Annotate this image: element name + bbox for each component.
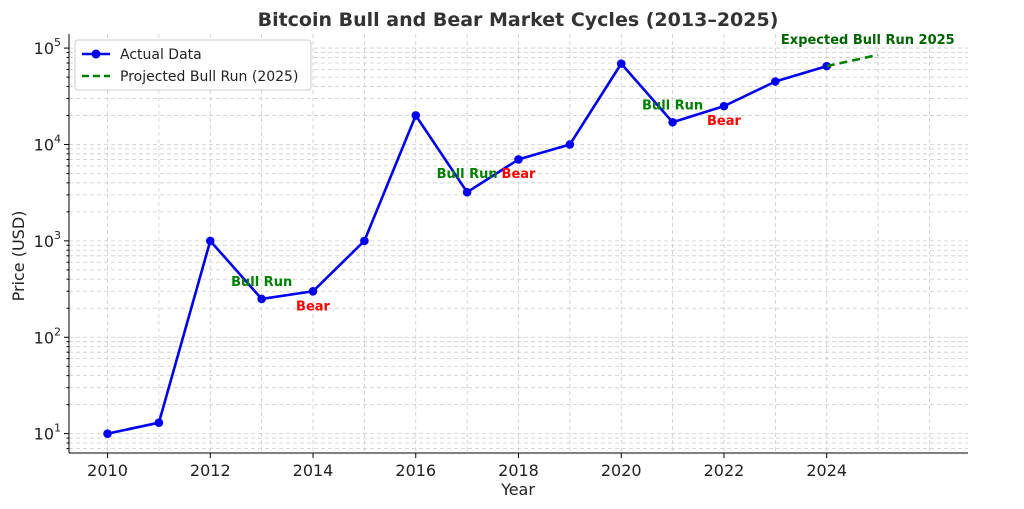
y-tick-label: 105 [34, 36, 61, 58]
annotations: Bull Run Bear Bull Run Bear Bull Run Bear Expe… [231, 33, 955, 314]
x-tick-label: 2014 [293, 461, 334, 480]
annotation-label: Bull Run [437, 167, 498, 182]
data-point [411, 111, 421, 120]
x-tick-label: 2018 [498, 461, 539, 480]
projected-bull-run-line [826, 53, 879, 68]
data-point [771, 77, 780, 86]
annotation-label: Bull Run [231, 275, 292, 290]
y-axis-label: Price (USD) [9, 211, 28, 302]
data-point [154, 418, 164, 427]
y-tick-label: 104 [34, 132, 61, 154]
annotation-label: Bear [296, 299, 330, 314]
legend-marker-actual [91, 49, 101, 59]
data-point [308, 286, 318, 296]
data-point [205, 236, 215, 246]
x-tick-label: 2016 [395, 461, 436, 480]
data-point [616, 59, 626, 68]
data-point [719, 101, 729, 111]
x-tick-label: 2010 [87, 461, 128, 480]
axes: 2010 2012 2014 2016 2018 2020 2022 2024 101 102 10… [34, 34, 968, 480]
data-point [360, 236, 369, 246]
data-point [514, 155, 523, 164]
annotation-label: Bear [707, 114, 741, 129]
data-point [822, 61, 832, 71]
legend-label-actual: Actual Data [120, 47, 202, 63]
chart-title: Bitcoin Bull and Bear Market Cycles (201… [258, 9, 779, 31]
data-point [565, 140, 575, 149]
data-point [103, 429, 112, 438]
y-tick-label: 103 [34, 229, 61, 251]
data-point [462, 187, 472, 197]
x-axis-label: Year [500, 480, 535, 499]
x-tick-label: 2022 [704, 461, 745, 480]
legend-label-projected: Projected Bull Run (2025) [120, 69, 298, 85]
annotation-label: Expected Bull Run 2025 [781, 33, 955, 48]
annotation-label: Bull Run [642, 99, 703, 114]
x-tick-label: 2020 [601, 461, 642, 480]
legend: Actual Data Projected Bull Run (2025) [74, 39, 312, 91]
y-tick-label: 102 [34, 325, 61, 347]
x-tick-label: 2024 [806, 461, 847, 480]
grid [69, 34, 968, 453]
annotation-label: Bear [502, 167, 536, 182]
legend-frame [74, 39, 312, 91]
series-layer [103, 53, 879, 438]
data-point [668, 117, 677, 127]
x-tick-label: 2012 [190, 461, 231, 480]
y-tick-label: 101 [34, 422, 61, 444]
data-point [257, 294, 266, 304]
